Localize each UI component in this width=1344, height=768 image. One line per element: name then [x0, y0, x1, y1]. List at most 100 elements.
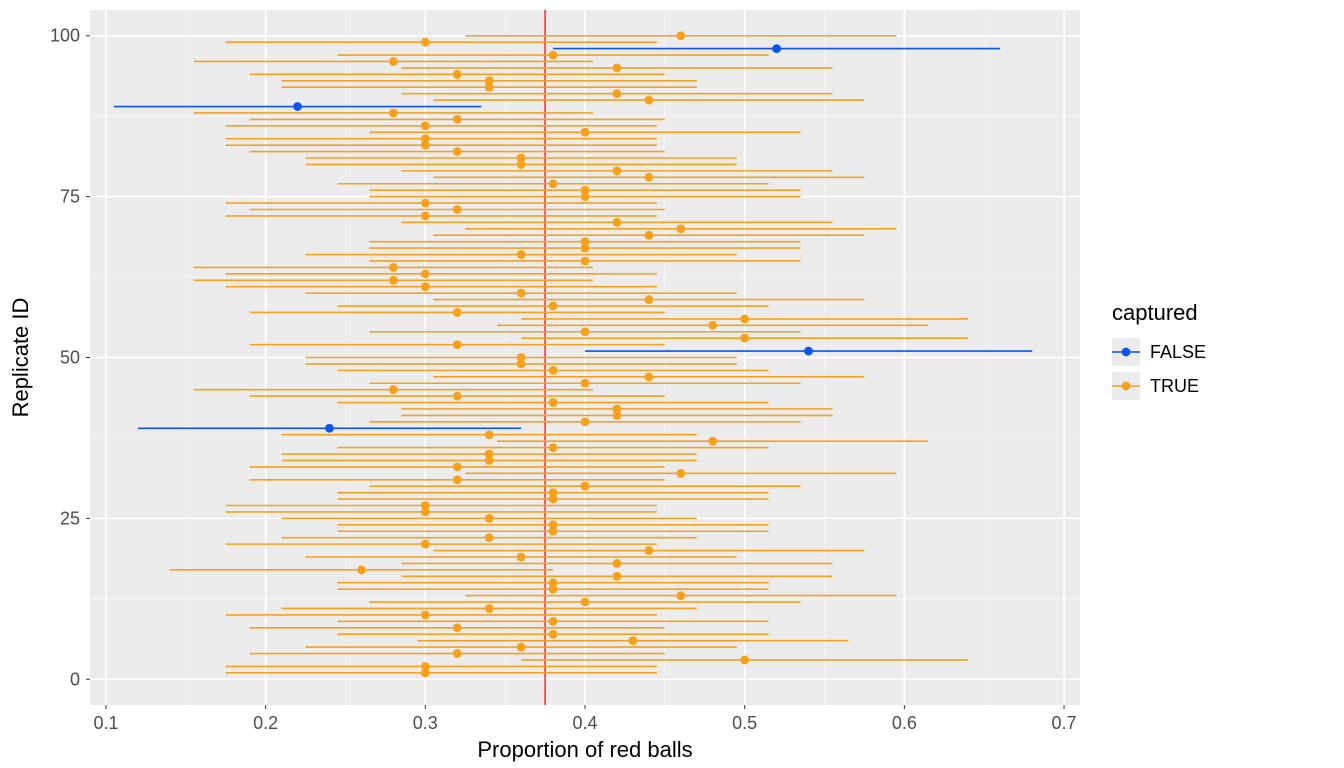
interval-point	[421, 611, 430, 620]
interval-point	[629, 636, 638, 645]
interval-point	[644, 372, 653, 381]
interval-point	[676, 224, 685, 233]
interval-point	[581, 327, 590, 336]
interval-point	[613, 218, 622, 227]
interval-point	[517, 289, 526, 298]
interval-point	[644, 173, 653, 182]
interval-point	[740, 656, 749, 665]
interval-point	[549, 488, 558, 497]
interval-point	[485, 430, 494, 439]
interval-point	[644, 231, 653, 240]
x-tick-label: 0.6	[892, 713, 917, 733]
y-tick-label: 100	[50, 26, 80, 46]
legend-label: FALSE	[1150, 342, 1206, 362]
interval-point	[740, 314, 749, 323]
interval-point	[772, 44, 781, 53]
interval-point	[676, 591, 685, 600]
interval-point	[549, 520, 558, 529]
interval-point	[421, 540, 430, 549]
interval-point	[421, 199, 430, 208]
interval-point	[389, 385, 398, 394]
interval-point	[421, 501, 430, 510]
interval-point	[389, 276, 398, 285]
legend-key-point	[1122, 382, 1131, 391]
interval-point	[453, 392, 462, 401]
interval-point	[644, 295, 653, 304]
legend-label: TRUE	[1150, 376, 1199, 396]
interval-point	[517, 250, 526, 259]
interval-point	[485, 450, 494, 459]
interval-point	[549, 443, 558, 452]
interval-point	[485, 514, 494, 523]
interval-point	[485, 533, 494, 542]
y-tick-label: 75	[60, 187, 80, 207]
interval-point	[613, 572, 622, 581]
interval-point	[453, 70, 462, 79]
interval-point	[517, 553, 526, 562]
interval-point	[549, 578, 558, 587]
y-tick-label: 50	[60, 348, 80, 368]
interval-point	[740, 334, 749, 343]
interval-point	[613, 405, 622, 414]
interval-point	[517, 353, 526, 362]
interval-point	[389, 57, 398, 66]
interval-point	[453, 147, 462, 156]
interval-point	[581, 186, 590, 195]
interval-point	[453, 308, 462, 317]
interval-point	[453, 340, 462, 349]
interval-point	[581, 379, 590, 388]
legend-key-point	[1122, 348, 1131, 357]
y-tick-label: 0	[70, 669, 80, 689]
interval-point	[517, 643, 526, 652]
legend-title: captured	[1112, 300, 1198, 325]
x-tick-label: 0.7	[1052, 713, 1077, 733]
interval-point	[357, 565, 366, 574]
interval-point	[485, 76, 494, 85]
interval-point	[676, 31, 685, 40]
interval-point	[549, 302, 558, 311]
interval-point	[613, 64, 622, 73]
interval-point	[293, 102, 302, 111]
interval-point	[421, 662, 430, 671]
interval-point	[581, 128, 590, 137]
y-tick-label: 25	[60, 508, 80, 528]
interval-point	[453, 205, 462, 214]
interval-point	[453, 115, 462, 124]
interval-point	[389, 263, 398, 272]
interval-point	[676, 469, 685, 478]
x-tick-label: 0.1	[93, 713, 118, 733]
interval-point	[421, 212, 430, 221]
interval-point	[613, 89, 622, 98]
interval-point	[549, 366, 558, 375]
x-tick-label: 0.5	[732, 713, 757, 733]
interval-point	[453, 649, 462, 658]
interval-point	[421, 121, 430, 130]
interval-point	[804, 347, 813, 356]
interval-point	[453, 462, 462, 471]
interval-point	[453, 475, 462, 484]
interval-point	[581, 237, 590, 246]
interval-point	[389, 109, 398, 118]
interval-point	[708, 321, 717, 330]
interval-point	[581, 257, 590, 266]
x-tick-label: 0.2	[253, 713, 278, 733]
x-tick-label: 0.3	[413, 713, 438, 733]
interval-point	[613, 559, 622, 568]
interval-point	[549, 630, 558, 639]
interval-point	[421, 38, 430, 47]
interval-point	[421, 269, 430, 278]
interval-point	[708, 437, 717, 446]
interval-point	[421, 282, 430, 291]
interval-point	[325, 424, 334, 433]
interval-point	[549, 617, 558, 626]
interval-point	[581, 482, 590, 491]
interval-point	[644, 546, 653, 555]
interval-point	[613, 166, 622, 175]
interval-point	[453, 623, 462, 632]
interval-point	[549, 51, 558, 60]
interval-point	[581, 598, 590, 607]
confidence-interval-chart: 0.10.20.30.40.50.60.70255075100Proportio…	[0, 0, 1344, 768]
interval-point	[549, 179, 558, 188]
interval-point	[421, 134, 430, 143]
interval-point	[581, 417, 590, 426]
